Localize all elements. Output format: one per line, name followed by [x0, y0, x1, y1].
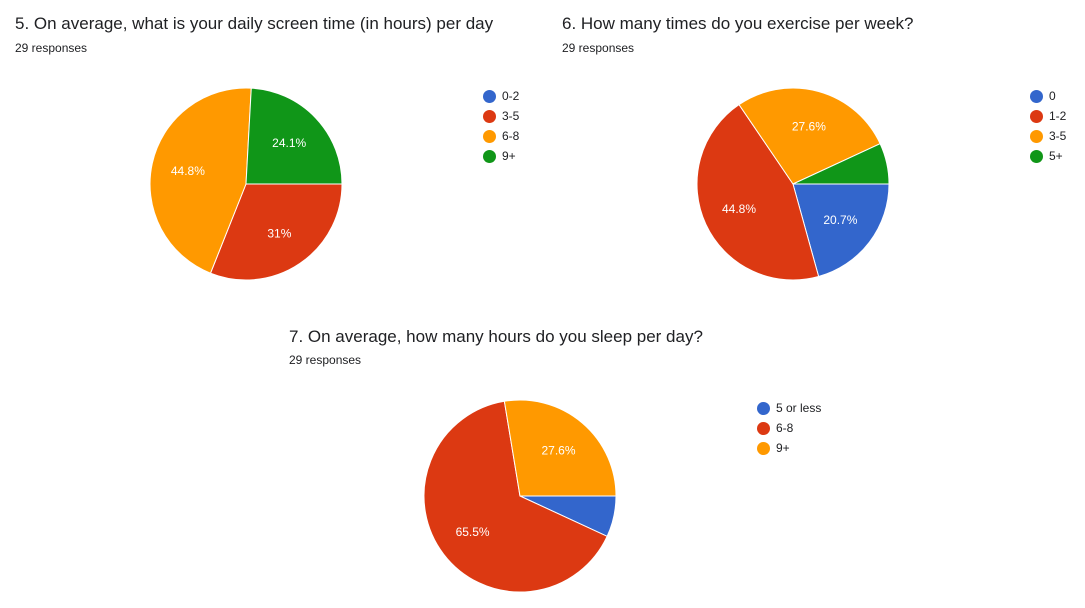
- legend-swatch: [757, 421, 770, 435]
- legend-swatch: [1030, 149, 1043, 163]
- legend: 0 1-2 3-5 5+: [1030, 86, 1066, 166]
- legend-label: 5+: [1049, 149, 1063, 163]
- legend-swatch: [483, 109, 496, 123]
- slice-percent-label: 27.6%: [792, 120, 826, 134]
- pie-slice-6-8[interactable]: [423, 400, 608, 593]
- legend-label: 6-8: [502, 129, 520, 143]
- slice-percent-label: 44.8%: [171, 164, 205, 178]
- legend-swatch: [757, 441, 770, 455]
- legend-label: 0: [1049, 89, 1056, 103]
- slice-percent-label: 65.5%: [456, 525, 490, 539]
- pie-slice-9-[interactable]: [245, 87, 343, 185]
- legend-item[interactable]: 9+: [483, 146, 519, 166]
- slice-percent-label: 31%: [267, 226, 291, 240]
- legend: 0-2 3-5 6-8 9+: [483, 86, 519, 166]
- legend-swatch: [483, 129, 496, 143]
- legend-swatch: [1030, 129, 1043, 143]
- legend-swatch: [483, 89, 496, 103]
- legend-label: 3-5: [1049, 129, 1067, 143]
- legend-swatch: [1030, 89, 1043, 103]
- chart-card-sleep: 7. On average, how many hours do you sle…: [274, 318, 834, 608]
- slice-percent-label: 27.6%: [541, 444, 575, 458]
- pie-slice-0[interactable]: [792, 183, 890, 278]
- question-title: 6. How many times do you exercise per we…: [562, 14, 914, 33]
- legend-item[interactable]: 9+: [757, 438, 821, 458]
- chart-card-screen-time: 5. On average, what is your daily screen…: [0, 0, 540, 300]
- question-title: 7. On average, how many hours do you sle…: [289, 327, 703, 346]
- legend-swatch: [1030, 109, 1043, 123]
- response-count: 29 responses: [562, 41, 635, 55]
- response-count: 29 responses: [15, 41, 88, 55]
- legend-label: 1-2: [1049, 109, 1067, 123]
- legend-item[interactable]: 5+: [1030, 146, 1066, 166]
- pie-slice-6-8[interactable]: [149, 87, 252, 274]
- legend-item[interactable]: 1-2: [1030, 106, 1066, 126]
- legend-label: 5 or less: [776, 401, 822, 415]
- pie-slice-3-5[interactable]: [209, 183, 343, 281]
- legend-item[interactable]: 6-8: [483, 126, 519, 146]
- question-title: 5. On average, what is your daily screen…: [15, 14, 494, 33]
- pie-chart: 65.5% 27.6%: [423, 399, 617, 593]
- pie-slice-3-5[interactable]: [738, 87, 881, 185]
- response-count: 29 responses: [289, 353, 362, 367]
- legend: 5 or less 6-8 9+: [757, 398, 821, 458]
- legend-label: 6-8: [776, 421, 794, 435]
- pie-chart: 20.7% 44.8% 27.6%: [696, 87, 890, 281]
- pie-slice-5-[interactable]: [792, 143, 890, 185]
- legend-swatch: [757, 401, 770, 415]
- legend-label: 3-5: [502, 109, 520, 123]
- pie-slice-9-[interactable]: [503, 399, 617, 497]
- legend-item[interactable]: 5 or less: [757, 398, 821, 418]
- chart-card-exercise: 6. How many times do you exercise per we…: [548, 0, 1085, 300]
- legend-label: 9+: [502, 149, 516, 163]
- slice-percent-label: 44.8%: [722, 202, 756, 216]
- legend-item[interactable]: 0-2: [483, 86, 519, 106]
- legend-label: 9+: [776, 441, 790, 455]
- slice-percent-label: 24.1%: [272, 136, 306, 150]
- pie-chart: 31% 44.8% 24.1%: [149, 87, 343, 281]
- legend-item[interactable]: 6-8: [757, 418, 821, 438]
- legend-label: 0-2: [502, 89, 520, 103]
- legend-item[interactable]: 3-5: [1030, 126, 1066, 146]
- pie-slice-1-2[interactable]: [696, 103, 820, 281]
- legend-swatch: [483, 149, 496, 163]
- legend-item[interactable]: 3-5: [483, 106, 519, 126]
- slice-percent-label: 20.7%: [823, 213, 857, 227]
- legend-item[interactable]: 0: [1030, 86, 1066, 106]
